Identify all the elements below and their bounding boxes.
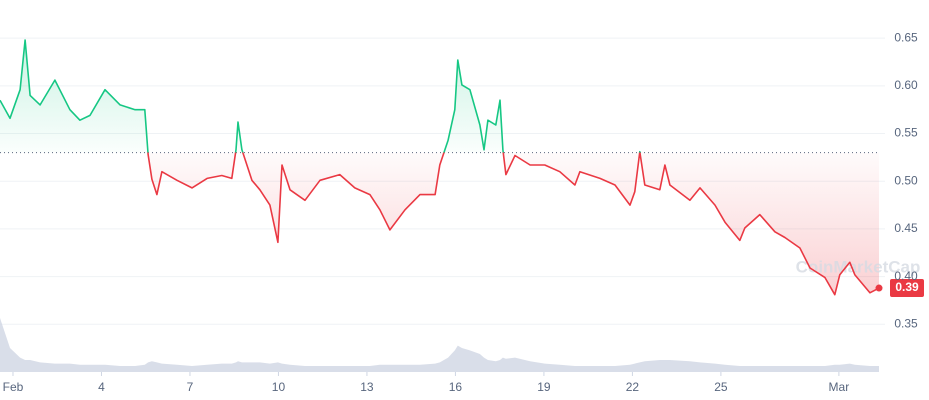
y-tick-label: 0.40 [894,269,918,283]
last-point [875,284,883,292]
x-tick-label: Mar [829,380,850,394]
x-tick-label: 25 [714,380,728,394]
x-tick-label: Feb [3,380,24,394]
y-tick-label: 0.45 [894,221,918,235]
last-price-box [890,279,924,298]
x-tick-label: 10 [272,380,286,394]
x-tick-label: 13 [360,380,374,394]
y-tick-label: 0.55 [894,126,918,140]
last-price-label: 0.39 [895,280,919,294]
price-area [0,40,879,295]
y-tick-label: 0.60 [894,78,918,92]
x-tick-label: 7 [187,380,194,394]
x-tick-label: 19 [537,380,551,394]
y-tick-label: 0.65 [894,30,918,44]
volume-area [0,318,879,372]
x-tick-label: 4 [98,380,105,394]
x-tick-label: 22 [626,380,640,394]
watermark: CoinMarketCap [796,257,921,276]
y-tick-label: 0.50 [894,173,918,187]
price-line [0,39,880,296]
y-tick-label: 0.35 [894,316,918,330]
x-tick-label: 16 [449,380,463,394]
